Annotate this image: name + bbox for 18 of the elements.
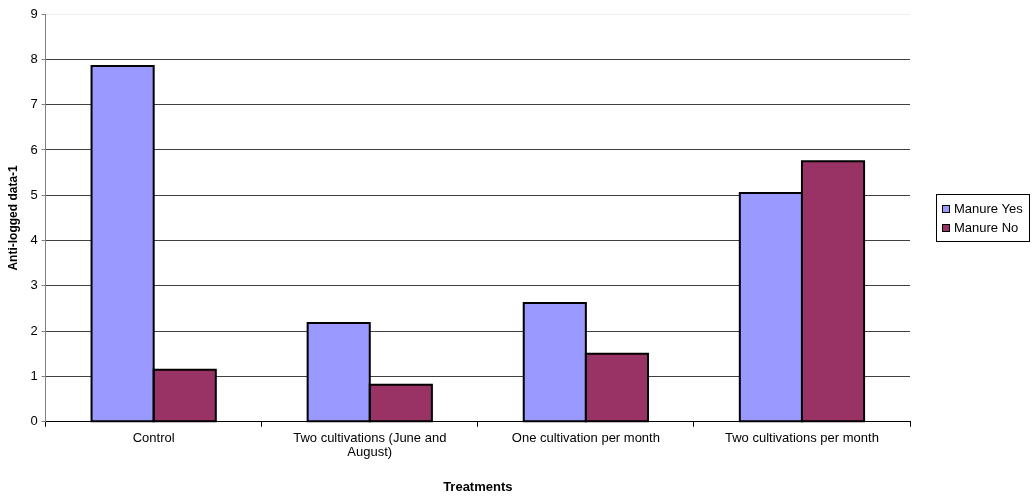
- x-tick-label: Two cultivations per month: [725, 429, 879, 445]
- y-tick-label: 7: [30, 96, 38, 112]
- legend-label: Manure Yes: [954, 201, 1023, 216]
- legend-label: Manure No: [954, 220, 1019, 235]
- x-tick-label: One cultivation per month: [511, 429, 660, 445]
- x-axis-title: Treatments: [443, 478, 513, 494]
- y-tick-label: 2: [30, 322, 38, 338]
- x-tick-label: Control: [132, 429, 175, 445]
- y-tick-label: 5: [30, 186, 38, 202]
- y-tick-label: 6: [30, 141, 38, 157]
- y-tick-label: 9: [30, 5, 38, 21]
- x-tick-label: Two cultivations (June and August): [293, 429, 447, 459]
- y-axis-title: Anti-logged data-1: [5, 164, 20, 271]
- y-tick-label: 8: [30, 50, 38, 66]
- y-tick-label: 0: [30, 413, 38, 429]
- y-tick-label: 1: [30, 368, 38, 384]
- y-tick-label: 4: [30, 232, 38, 248]
- y-tick-label: 3: [30, 277, 38, 293]
